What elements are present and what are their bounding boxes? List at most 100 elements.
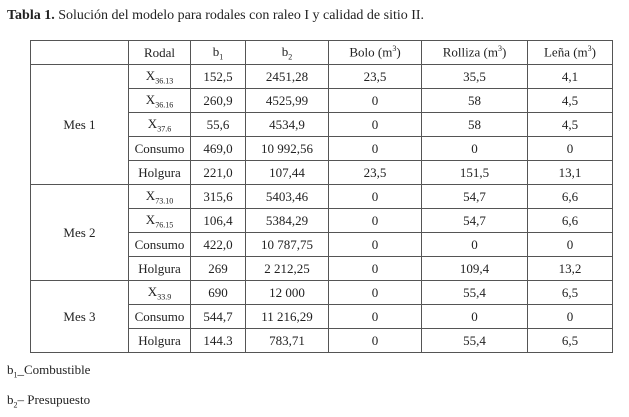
subscript: 1 [13,370,18,380]
row: Holgura 221,0 107,44 23,5 151,5 13,1 [31,160,613,185]
cell: 0 [527,136,613,161]
cell-text: 58 [468,92,481,108]
cell-text: 221,0 [203,164,233,180]
cell-text: ) [591,44,596,60]
cell-text: X [147,283,158,299]
cell-text: 23,5 [363,68,387,84]
cell-text: 0 [471,140,478,156]
cell: 422,0 [190,232,246,257]
cell-text: 315,6 [203,188,233,204]
cell-text: 690 [208,284,228,300]
cell-text: 0 [371,260,379,276]
cell: Consumo [128,232,191,257]
footnote: b1_Combustible [7,358,90,388]
cell-text: Holgura [138,164,181,180]
cell-text: 6,5 [561,284,579,300]
cell: X73.10 [128,184,191,209]
cell-text: Bolo (m [349,44,393,60]
cell-text: 0 [371,308,379,324]
cell-text: 783,71 [269,332,305,348]
cell: 0 [328,112,422,137]
cell: X33.9 [128,280,191,305]
cell-text: 10 992,56 [261,140,313,156]
cell: 269 [190,256,246,281]
cell-text: 107,44 [269,164,305,180]
footnotes: b1_Combustible b2– Presupuesto [7,358,90,417]
subscript: 2 [288,52,293,62]
row: X37.6 55,6 4534,9 0 58 4,5 [31,112,613,137]
cell: 0 [328,328,422,353]
cell: 54,7 [421,184,528,209]
subscript: 33.9 [157,292,172,302]
cell-text: 58 [468,116,481,132]
cell: 0 [328,256,422,281]
cell-text: X [145,187,156,203]
cell: 0 [328,304,422,329]
cell: 4525,99 [245,88,329,113]
cell-text: Rolliza (m [442,44,498,60]
cell: 10 992,56 [245,136,329,161]
cell: 0 [328,232,422,257]
group-label: Mes 2 [30,184,129,281]
header-row: Rodal b1 b2 Bolo (m3) Rolliza (m3) Leña (m3) [30,40,613,65]
cell: 783,71 [245,328,329,353]
subscript: 1 [219,52,224,62]
cell-text: 0 [371,188,379,204]
cell-text: 0 [471,236,478,252]
cell-text: 151,5 [459,164,490,180]
cell: 58 [421,112,528,137]
cell: 4,5 [527,88,613,113]
cell: 11 216,29 [245,304,329,329]
row: Holgura 269 2 212,25 0 109,4 13,2 [31,256,613,281]
cell: Holgura [128,328,191,353]
cell: 2 212,25 [245,256,329,281]
cell-text: ) [501,44,507,60]
cell: 6,6 [527,208,613,233]
note-text: – Presupuesto [17,391,91,407]
row: Mes 3 X33.9 690 12 000 0 55,4 6,5 [30,280,613,353]
cell: 23,5 [328,64,422,89]
cell-text: 11 216,29 [261,308,313,324]
caption-label: Tabla 1. [7,8,55,23]
cell-text: 6,6 [561,188,579,204]
cell-text: 54,7 [463,188,486,204]
cell: X36.13 [128,64,191,89]
cell-text: 4525,99 [265,92,309,108]
cell: 0 [421,136,528,161]
header-cell: Leña (m3) [527,40,613,65]
cell-text: 4,5 [561,116,579,132]
cell-text: 2 212,25 [264,260,310,276]
subscript: 76.15 [155,220,174,230]
superscript: 3 [497,44,502,54]
cell-text: b [7,362,14,377]
cell: Consumo [128,304,191,329]
header-cell: Rolliza (m3) [421,40,528,65]
cell: 6,6 [527,184,613,209]
cell: 151,5 [421,160,528,185]
cell: 55,4 [421,280,528,305]
cell: 54,7 [421,208,528,233]
subscript: 73.10 [155,196,174,206]
cell: 13,1 [527,160,613,185]
cell-text: 55,4 [463,284,486,300]
row: Consumo 469,0 10 992,56 0 0 0 [31,136,613,161]
cell: 4,1 [527,64,613,89]
cell: 0 [328,184,422,209]
cell: 0 [328,280,422,305]
group-label: Mes 3 [30,280,129,353]
cell: X37.6 [128,112,191,137]
cell-text: 0 [566,236,574,252]
cell: 10 787,75 [245,232,329,257]
cell: 469,0 [190,136,246,161]
cell-text: 55,6 [206,116,230,132]
cell-text: 0 [371,212,379,228]
cell-text: 544,7 [203,308,233,324]
corner-cell [30,40,129,65]
row: Mes 2 X73.10 315,6 5403,46 0 54,7 6,6 [30,184,613,281]
cell: 55,6 [190,112,246,137]
cell-text: 5384,29 [265,212,309,228]
cell: 107,44 [245,160,329,185]
cell-text: 54,7 [463,212,486,228]
cell-text: Consumo [134,140,185,156]
cell-text: Rodal [143,44,176,60]
